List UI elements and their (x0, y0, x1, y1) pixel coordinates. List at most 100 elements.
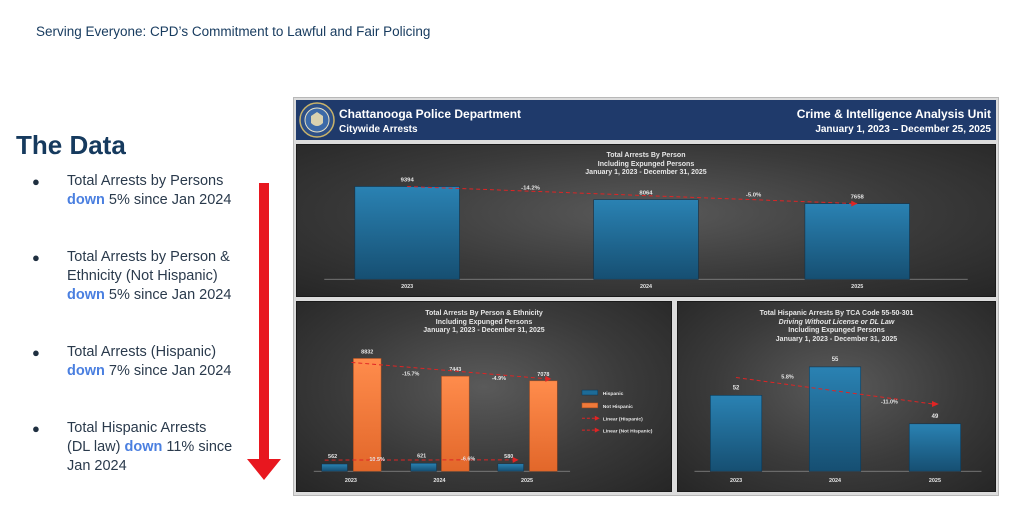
x-tick-label: 2024 (829, 478, 841, 484)
x-tick-label: 2025 (851, 284, 863, 290)
trend-arrowhead (512, 456, 519, 463)
data-label-hispanic: 621 (417, 453, 426, 459)
chart-plot: 52 2023 55 2024 49 2025 5.8% -11.0% (694, 357, 982, 484)
bar (354, 186, 460, 280)
bullet-dot-icon: ● (32, 421, 40, 436)
bullet-text: 5% since Jan 2024 (104, 192, 232, 208)
data-label: 55 (832, 357, 839, 363)
bar (804, 203, 910, 280)
trend-arrowhead (851, 200, 858, 207)
unit-name: Crime & Intelligence Analysis Unit (796, 107, 991, 121)
report-header (296, 100, 996, 140)
legend-label: Linear (Hispanic) (603, 417, 643, 423)
data-label-not-hispanic: 7078 (537, 372, 549, 378)
chart-title: Total Arrests By Person (606, 152, 686, 159)
bar-not-hispanic (353, 358, 382, 472)
bar-hispanic (497, 463, 524, 472)
bullet-emphasis: down (67, 192, 105, 208)
chart-subtitle: Including Expunged Persons (597, 160, 695, 168)
bar-hispanic (321, 463, 348, 472)
trend-line (407, 186, 858, 205)
data-label: 49 (932, 414, 939, 420)
x-tick-label: 2023 (345, 478, 357, 484)
chart-hispanic-dl-arrests: Total Hispanic Arrests By TCA Code 55-50… (677, 301, 996, 492)
bullet-text: Total Arrests (Hispanic) (67, 344, 217, 360)
chart-plot: 9394 2023 8064 2024 7658 2025 -14.2% -5.0% (324, 178, 968, 290)
bullet-text: Total Arrests by Persons (67, 173, 224, 189)
change-label: 5.8% (781, 375, 794, 381)
trend-arrowhead (931, 401, 939, 407)
chart-title: Total Hispanic Arrests By TCA Code 55-50… (759, 310, 914, 317)
bar (710, 395, 763, 472)
x-tick-label: 2025 (929, 478, 941, 484)
trend-line (735, 377, 934, 405)
bullet-text: 5% since Jan 2024 (104, 287, 232, 303)
legend-arrowhead (594, 427, 600, 433)
data-label-hispanic: 562 (328, 454, 337, 460)
chart-arrests-by-ethnicity: Total Arrests By Person & Ethnicity Incl… (296, 301, 672, 492)
bullet-text: Ethnicity (Not Hispanic) (67, 268, 218, 284)
report-subtitle: Citywide Arrests (339, 124, 418, 135)
bullet-text: (DL law) (67, 439, 125, 455)
legend-label: Not Hispanic (603, 404, 633, 410)
bullet-text: 7% since Jan 2024 (104, 363, 232, 379)
chart-total-arrests: Total Arrests By Person Including Expung… (296, 144, 996, 297)
change-label: -15.7% (402, 371, 419, 377)
change-label: -5.0% (746, 193, 762, 199)
data-label: 7658 (851, 195, 865, 201)
change-label: -6.6% (461, 456, 475, 462)
bullet-text: Total Arrests by Person & (67, 249, 230, 265)
data-label: 9394 (401, 178, 415, 184)
x-tick-label: 2024 (640, 284, 652, 290)
bar-not-hispanic (441, 375, 470, 472)
x-tick-label: 2023 (401, 284, 413, 290)
bar-not-hispanic (529, 380, 558, 472)
data-label: 52 (733, 385, 740, 391)
chart-date-range: January 1, 2023 - December 31, 2025 (775, 335, 898, 343)
bar (908, 423, 961, 472)
bullet-text: Jan 2024 (67, 458, 127, 474)
bullet-dot-icon: ● (32, 345, 40, 360)
bar (808, 366, 862, 472)
police-seal-icon (299, 102, 335, 138)
legend-swatch-hispanic (581, 389, 599, 396)
legend-label: Hispanic (603, 391, 624, 397)
bar-hispanic (410, 463, 437, 472)
department-name: Chattanooga Police Department (339, 107, 522, 121)
legend-label: Linear (Not Hispanic) (603, 429, 653, 435)
chart-title-block: Total Hispanic Arrests By TCA Code 55-50… (678, 310, 995, 344)
down-arrow-icon (247, 183, 281, 480)
bar (593, 199, 699, 280)
data-label: 8064 (639, 191, 653, 197)
trend-arrowhead (545, 375, 552, 382)
change-label: -4.9% (492, 376, 506, 382)
chart-title-block: Total Arrests By Person & Ethnicity Incl… (297, 310, 671, 336)
chart-subtitle: Including Expunged Persons (435, 318, 533, 326)
change-label: -11.0% (881, 400, 898, 406)
trend-line-not-hispanic (351, 361, 548, 380)
chart-date-range: January 1, 2023 - December 31, 2025 (585, 169, 707, 176)
chart-title: Total Arrests By Person & Ethnicity (425, 310, 543, 317)
change-label: -14.2% (521, 185, 540, 191)
data-label-hispanic: 580 (504, 454, 513, 460)
chart-title-block: Total Arrests By Person Including Expung… (297, 152, 995, 178)
bullet-emphasis: down (124, 439, 163, 455)
x-tick-label: 2023 (730, 478, 742, 484)
bullet-text: Total Hispanic Arrests (67, 420, 207, 436)
chart-subtitle: Driving Without License or DL Law (778, 318, 895, 326)
x-tick-label: 2025 (521, 478, 533, 484)
chart-plot: 562 621 580 8832 7443 7078 2023 2024 2025 -15.7% -… (313, 349, 653, 484)
change-label: 10.5% (369, 457, 385, 463)
slide-subtitle: Serving Everyone: CPD’s Commitment to La… (36, 24, 431, 39)
bullet-text: 11% since (162, 439, 233, 455)
data-label-not-hispanic: 8832 (361, 349, 373, 355)
bullet-dot-icon: ● (32, 250, 40, 265)
legend-arrowhead (594, 415, 600, 421)
bullet-dot-icon: ● (32, 174, 40, 189)
chart-subtitle: Including Expunged Persons (788, 327, 885, 334)
section-heading: The Data (16, 130, 126, 160)
x-tick-label: 2024 (433, 478, 445, 484)
bullet-emphasis: down (67, 287, 105, 303)
bullet-emphasis: down (67, 363, 105, 379)
legend-swatch-not-hispanic (581, 402, 599, 409)
